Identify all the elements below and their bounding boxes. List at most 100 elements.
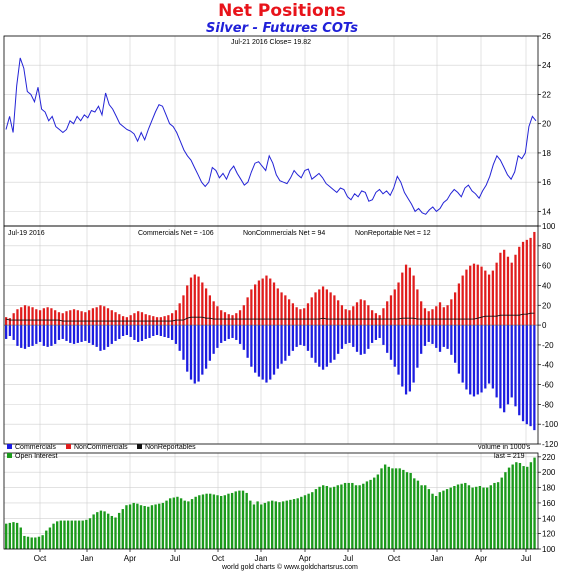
commercials-bar: [269, 325, 272, 380]
noncommercials-bar: [227, 314, 230, 326]
open-interest-bar: [139, 505, 143, 549]
commercials-bar: [27, 325, 30, 347]
commercials-bar: [235, 325, 238, 340]
open-interest-bar: [515, 462, 518, 549]
x-tick-label: Jan: [431, 554, 444, 563]
noncommercials-bar: [348, 310, 351, 326]
commercials-bar: [152, 325, 155, 336]
noncommercials-bar: [299, 309, 302, 326]
commercials-bar: [189, 325, 193, 380]
noncommercials-bar: [265, 275, 268, 326]
noncommercials-bar: [472, 263, 476, 326]
commercials-bar: [65, 325, 68, 341]
noncommercials-bar: [359, 299, 362, 326]
x-tick-label: Jan: [81, 554, 94, 563]
open-interest-bar: [314, 489, 318, 549]
noncommercials-bar: [242, 305, 245, 326]
commercials-bar: [487, 325, 491, 384]
open-interest-bar: [292, 499, 296, 549]
commercials-bar: [420, 325, 423, 354]
noncommercials-bar: [69, 310, 72, 326]
volume-unit-note: volume in 1000's: [478, 444, 531, 451]
open-interest-bar: [431, 493, 434, 549]
open-interest-bar: [37, 536, 41, 549]
commercials-bar: [212, 325, 215, 354]
commercials-bar: [374, 325, 378, 340]
open-interest-bar: [456, 484, 460, 549]
noncommercials-bar: [137, 311, 140, 326]
commercials-bar: [378, 325, 381, 338]
commercials-bar: [386, 325, 389, 353]
open-interest-bar: [383, 464, 387, 549]
y-tick-label: -20: [542, 341, 554, 350]
y-tick-label: -120: [542, 440, 559, 449]
commercials-bar: [50, 325, 53, 346]
commercials-bar: [499, 325, 502, 409]
noncommercials-bar: [340, 305, 344, 326]
noncommercials-bar: [408, 267, 411, 326]
open-interest-bar: [285, 500, 288, 549]
open-interest-bar: [5, 523, 8, 549]
noncommercials-bar: [57, 312, 61, 326]
commercials-bar: [518, 325, 521, 416]
open-interest-bar: [12, 522, 15, 549]
noncommercials-bar: [389, 295, 393, 326]
open-interest-bar: [478, 486, 482, 549]
noncommercials-bar: [212, 301, 215, 326]
open-interest-bar: [41, 535, 44, 549]
commercials-bar: [393, 325, 396, 367]
noncommercials-bar: [84, 312, 87, 326]
commercials-bar: [321, 325, 325, 370]
noncommercials-bar: [254, 284, 257, 326]
commercials-bar: [453, 325, 457, 363]
noncommercials-bar: [272, 282, 276, 326]
open-interest-bar: [416, 480, 420, 549]
commercials-bar: [469, 325, 472, 395]
commercials-bar: [193, 325, 196, 384]
chart-subtitle: Silver - Futures COTs: [206, 21, 358, 36]
commercials-bar: [514, 325, 517, 407]
noncommercials-bar: [355, 302, 359, 326]
open-interest-bar: [230, 492, 234, 549]
net-caption-noncommercials: NonCommercials Net = 94: [243, 230, 325, 237]
legend-swatch-open-interest: [7, 453, 12, 458]
open-interest-bar: [464, 482, 467, 549]
noncommercials-bar: [95, 307, 98, 326]
open-interest-bar: [278, 502, 281, 549]
open-interest-bar: [442, 490, 445, 549]
commercials-bar: [220, 325, 223, 343]
open-interest-bar: [529, 462, 533, 549]
noncommercials-bar: [152, 316, 155, 326]
open-interest-bar: [482, 487, 485, 549]
legend-label-open-interest: Open Interest: [15, 453, 57, 460]
noncommercials-bar: [329, 292, 332, 326]
commercials-bar: [284, 325, 287, 361]
commercials-bar: [423, 325, 427, 346]
noncommercials-bar: [438, 302, 442, 326]
open-interest-bar: [300, 496, 303, 549]
open-interest-bar: [526, 466, 529, 549]
open-interest-bar: [387, 466, 390, 549]
commercials-bar: [397, 325, 400, 375]
y-tick-label: 24: [542, 61, 551, 70]
noncommercials-bar: [110, 310, 113, 326]
x-tick-label: Oct: [34, 554, 47, 563]
noncommercials-bar: [8, 318, 12, 326]
x-tick-label: Apr: [475, 554, 488, 563]
noncommercials-bar: [469, 265, 472, 326]
commercials-bar: [23, 325, 27, 349]
open-interest-bar: [489, 485, 492, 549]
noncommercials-bar: [144, 314, 147, 326]
noncommercials-bar: [103, 306, 106, 326]
commercials-bar: [484, 325, 487, 389]
legend-swatch-noncommercials: [66, 444, 71, 449]
open-interest-bar: [198, 495, 201, 549]
y-tick-label: 20: [542, 120, 551, 129]
commercials-bar: [472, 325, 476, 397]
noncommercials-bar: [525, 239, 528, 326]
noncommercials-bar: [453, 292, 457, 326]
commercials-bar: [306, 325, 310, 351]
noncommercials-bar: [46, 307, 49, 326]
noncommercials-bar: [114, 312, 117, 326]
commercials-bar: [223, 325, 227, 341]
